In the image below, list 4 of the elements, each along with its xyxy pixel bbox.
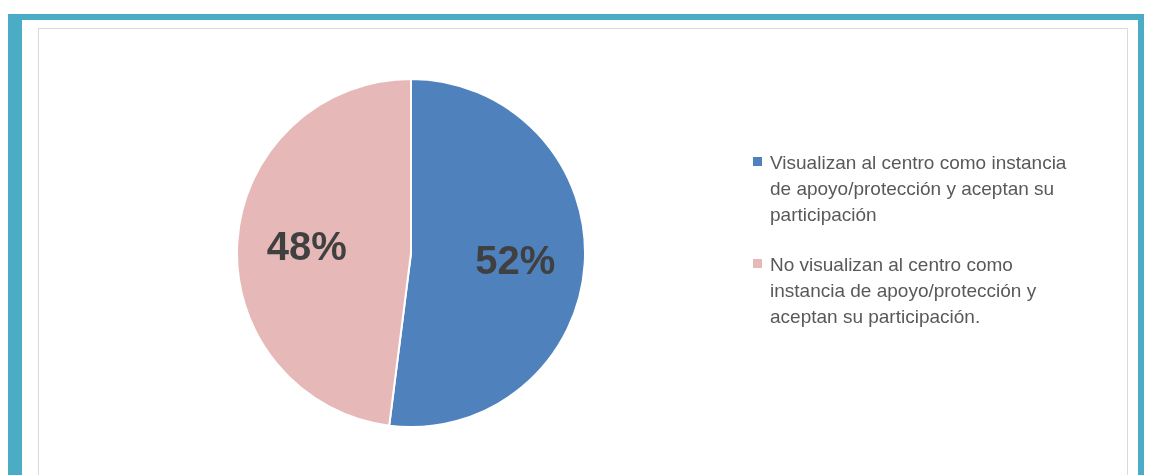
data-label: 48% [266, 224, 347, 269]
legend-label: Visualizan al centro como instancia de apoyo/protección y aceptan su participación [770, 151, 1068, 227]
data-label: 52% [475, 237, 556, 282]
legend-label: No visualizan al centro como instancia de apoyo/protección y aceptan su participación. [770, 253, 1038, 329]
